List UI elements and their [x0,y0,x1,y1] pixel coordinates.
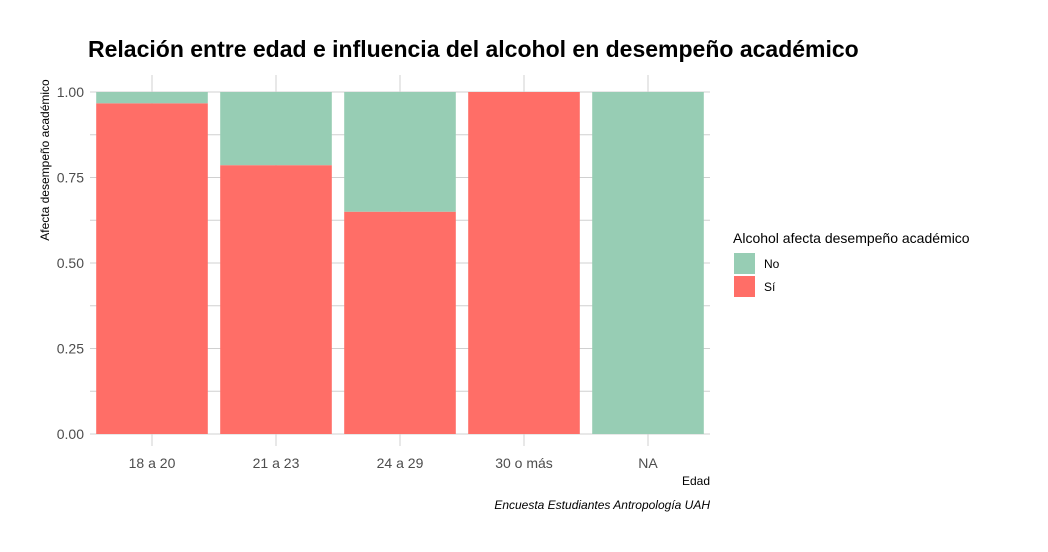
x-tick-label: 30 o más [495,455,553,471]
bar-segment [468,92,580,434]
legend: Alcohol afecta desempeño académico No Sí [733,230,970,297]
y-tick-label: 0.50 [57,255,84,271]
legend-label: No [764,257,780,271]
bars [96,92,704,435]
bar-segment [592,92,704,434]
y-tick-label: 1.00 [57,84,84,100]
bar-segment [220,92,332,166]
y-axis-title: Afecta desempeño académico [38,79,52,241]
x-tick-label: 18 a 20 [129,455,176,471]
legend-swatch [734,253,755,274]
legend-items: No Sí [734,253,780,297]
chart-title: Relación entre edad e influencia del alc… [88,36,859,62]
y-axis-ticks: 0.00 0.25 0.50 0.75 1.00 [57,84,84,442]
x-tick-label: NA [638,455,658,471]
bar-segment [96,103,208,434]
x-tick-label: 21 a 23 [253,455,300,471]
x-tick-label: 24 a 29 [377,455,424,471]
bar-segment [220,165,332,435]
y-tick-label: 0.00 [57,426,84,442]
legend-swatch [734,276,755,297]
bar-segment [344,211,456,434]
y-tick-label: 0.25 [57,341,84,357]
legend-label: Sí [764,280,776,294]
x-axis-title: Edad [682,474,710,488]
legend-title: Alcohol afecta desempeño académico [733,230,970,246]
bar-segment [344,92,456,212]
bar-segment [96,92,208,104]
x-axis-ticks: 18 a 20 21 a 23 24 a 29 30 o más NA [129,455,659,471]
y-tick-label: 0.75 [57,170,84,186]
chart-caption: Encuesta Estudiantes Antropología UAH [494,498,710,512]
